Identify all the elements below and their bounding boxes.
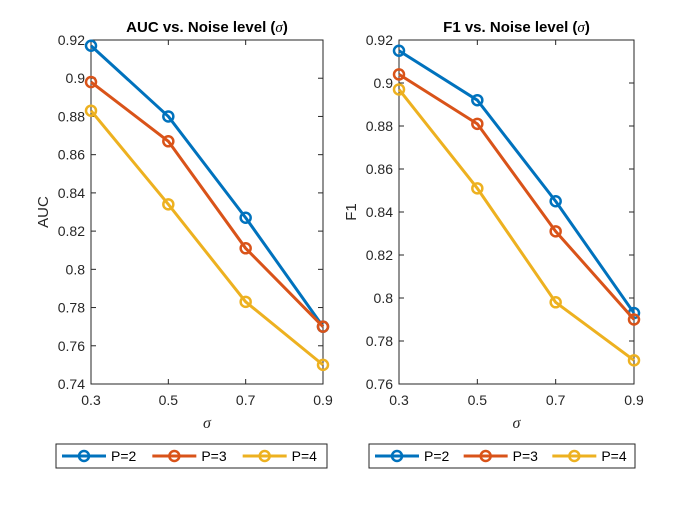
x-tick-label: 0.5 xyxy=(468,392,488,408)
data-point xyxy=(549,225,562,238)
data-point xyxy=(549,195,562,208)
series-line-p2 xyxy=(89,44,325,328)
y-tick-label: 0.78 xyxy=(58,300,85,316)
chart-2: 0.76 0.78 0.8 0.82 0.84 0.86 0.88 0.9 0.92 0.3 0.5… xyxy=(343,19,644,469)
x-tick-label: 0.3 xyxy=(389,392,409,408)
legend: P=2 P=3 P=4 xyxy=(55,443,328,469)
data-point xyxy=(392,44,406,57)
y-tick-label: 0.82 xyxy=(58,223,85,239)
chart-title-suffix: ) xyxy=(283,19,288,36)
data-point xyxy=(239,211,252,224)
x-tick-label: 0.5 xyxy=(159,392,179,408)
legend-swatch-marker xyxy=(168,449,181,463)
data-point xyxy=(84,104,98,117)
data-point xyxy=(392,68,406,81)
y-tick-label: 0.92 xyxy=(366,32,393,48)
data-point xyxy=(162,135,175,148)
legend-label: P=4 xyxy=(292,448,318,464)
chart-title: F1 vs. Noise level (σ) xyxy=(443,19,590,36)
chart-title-text: F1 vs. Noise level ( xyxy=(443,19,577,36)
data-point xyxy=(627,354,641,367)
y-tick-label: 0.82 xyxy=(366,247,393,263)
y-tick-label: 0.8 xyxy=(374,290,394,306)
data-point xyxy=(316,358,330,372)
y-tick-label: 0.84 xyxy=(366,204,393,220)
data-point xyxy=(84,39,98,52)
legend-label: P=3 xyxy=(201,448,227,464)
y-tick-label: 0.9 xyxy=(374,75,394,91)
data-point xyxy=(84,75,98,89)
x-tick-label: 0.3 xyxy=(81,392,101,408)
y-tick-label: 0.88 xyxy=(58,108,85,124)
x-tick-label: 0.7 xyxy=(236,392,256,408)
data-point xyxy=(471,93,484,107)
x-tick-label: 0.7 xyxy=(546,392,566,408)
chart-title-symbol: σ xyxy=(275,20,283,36)
legend: P=2 P=3 P=4 xyxy=(368,443,636,469)
legend-swatch-marker xyxy=(479,449,492,463)
plot-area xyxy=(398,39,635,385)
data-point xyxy=(471,182,484,195)
legend-label: P=4 xyxy=(601,448,627,464)
legend-swatch-marker xyxy=(390,449,404,463)
series-line-p4 xyxy=(89,109,324,367)
legend-label: P=2 xyxy=(111,448,137,464)
y-axis-title: F1 xyxy=(343,203,360,221)
y-axis-title: AUC xyxy=(35,196,52,228)
chart-title-symbol: σ xyxy=(577,20,585,36)
y-tick-label: 0.88 xyxy=(366,118,393,134)
y-tick-label: 0.74 xyxy=(58,376,85,392)
chart-title: AUC vs. Noise level (σ) xyxy=(126,19,288,36)
plot-area xyxy=(90,39,324,385)
y-tick-label: 0.9 xyxy=(66,70,86,86)
chart-1: 0.74 0.76 0.78 0.8 0.82 0.84 0.86 0.88 0.9 0.92 0.… xyxy=(35,19,333,469)
data-point xyxy=(549,296,562,309)
x-tick-label: 0.9 xyxy=(624,392,644,408)
legend-swatch-marker xyxy=(568,449,581,463)
data-point xyxy=(627,313,641,326)
data-point xyxy=(162,110,175,123)
data-point xyxy=(316,320,330,333)
y-tick-label: 0.86 xyxy=(58,147,85,163)
y-tick-label: 0.76 xyxy=(58,338,85,354)
y-tick-label: 0.92 xyxy=(58,32,85,48)
y-tick-label: 0.84 xyxy=(58,185,85,201)
y-tick-label: 0.86 xyxy=(366,161,393,177)
chart-title-suffix: ) xyxy=(585,19,590,36)
x-axis-title: σ xyxy=(203,415,212,432)
series-line-p3 xyxy=(90,80,325,328)
series-line-p2 xyxy=(398,49,636,314)
data-point xyxy=(239,295,252,309)
chart-title-text: AUC vs. Noise level ( xyxy=(126,19,275,36)
data-point xyxy=(162,198,175,211)
y-tick-label: 0.76 xyxy=(366,376,393,392)
data-point xyxy=(239,242,252,255)
data-point xyxy=(471,117,484,131)
legend-swatch-marker xyxy=(258,449,271,463)
legend-swatch-marker xyxy=(77,449,91,463)
y-tick-label: 0.8 xyxy=(66,261,86,277)
series-line-p3 xyxy=(398,73,636,321)
series-line-p4 xyxy=(397,88,635,362)
y-tick-label: 0.78 xyxy=(366,333,393,349)
x-tick-label: 0.9 xyxy=(313,392,333,408)
legend-label: P=2 xyxy=(424,448,450,464)
data-point xyxy=(392,83,406,96)
legend-label: P=3 xyxy=(513,448,539,464)
x-axis-title: σ xyxy=(513,415,522,432)
